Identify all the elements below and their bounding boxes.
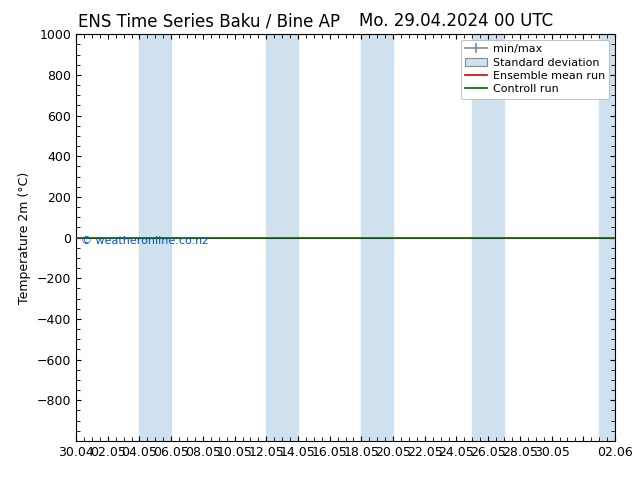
Bar [472,34,504,441]
Y-axis label: Temperature 2m (°C): Temperature 2m (°C) [18,172,31,304]
Bar [139,34,171,441]
Legend: min/max, Standard deviation, Ensemble mean run, Controll run: min/max, Standard deviation, Ensemble me… [460,40,609,99]
Bar [266,34,298,441]
Text: © weatheronline.co.nz: © weatheronline.co.nz [81,236,209,245]
Bar [599,34,631,441]
Text: ENS Time Series Baku / Bine AP: ENS Time Series Baku / Bine AP [78,12,340,30]
Bar [361,34,393,441]
Text: Mo. 29.04.2024 00 UTC: Mo. 29.04.2024 00 UTC [359,12,553,30]
